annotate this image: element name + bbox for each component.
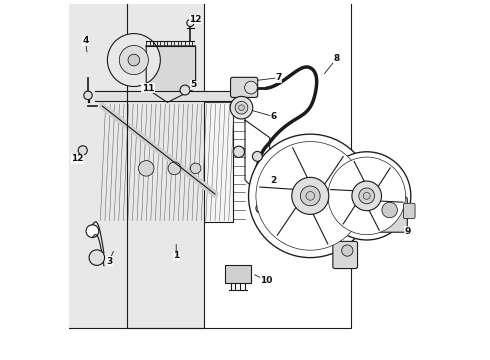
Circle shape	[107, 33, 160, 86]
Circle shape	[233, 146, 245, 157]
Circle shape	[84, 91, 92, 100]
Circle shape	[328, 157, 406, 235]
Circle shape	[235, 101, 248, 114]
FancyBboxPatch shape	[224, 265, 251, 283]
Text: 12: 12	[71, 154, 84, 163]
Text: 11: 11	[142, 84, 154, 93]
Circle shape	[363, 192, 370, 199]
Circle shape	[187, 19, 194, 27]
Text: 10: 10	[260, 276, 272, 285]
FancyBboxPatch shape	[0, 0, 204, 328]
Text: 6: 6	[270, 112, 276, 121]
Polygon shape	[146, 46, 196, 102]
Text: 7: 7	[275, 73, 282, 82]
FancyBboxPatch shape	[230, 77, 258, 98]
Circle shape	[245, 81, 257, 94]
Circle shape	[300, 186, 320, 206]
Text: 9: 9	[404, 227, 411, 236]
FancyBboxPatch shape	[403, 203, 415, 219]
Circle shape	[230, 96, 253, 119]
Text: 12: 12	[189, 15, 202, 24]
Circle shape	[382, 202, 397, 218]
FancyBboxPatch shape	[333, 242, 358, 269]
Text: 1: 1	[173, 251, 179, 260]
Circle shape	[120, 45, 148, 75]
Text: 5: 5	[191, 80, 197, 89]
Circle shape	[352, 181, 382, 211]
Circle shape	[180, 85, 190, 95]
Circle shape	[139, 161, 154, 176]
Circle shape	[168, 162, 181, 175]
Text: 2: 2	[270, 176, 276, 185]
Circle shape	[239, 105, 245, 111]
Circle shape	[89, 250, 104, 265]
FancyBboxPatch shape	[375, 197, 407, 232]
Circle shape	[342, 245, 353, 256]
Circle shape	[86, 225, 99, 238]
Circle shape	[252, 152, 262, 161]
Bar	[98, 102, 233, 222]
Text: 4: 4	[82, 36, 89, 45]
Polygon shape	[245, 120, 270, 205]
Circle shape	[256, 141, 365, 250]
Circle shape	[322, 152, 411, 240]
Circle shape	[306, 192, 315, 200]
Circle shape	[78, 146, 87, 155]
Circle shape	[256, 203, 266, 213]
Circle shape	[359, 188, 375, 204]
Circle shape	[190, 163, 201, 174]
Text: 8: 8	[334, 54, 340, 63]
Circle shape	[128, 54, 140, 66]
Circle shape	[248, 134, 372, 258]
Text: 3: 3	[106, 257, 112, 266]
Circle shape	[292, 177, 329, 215]
